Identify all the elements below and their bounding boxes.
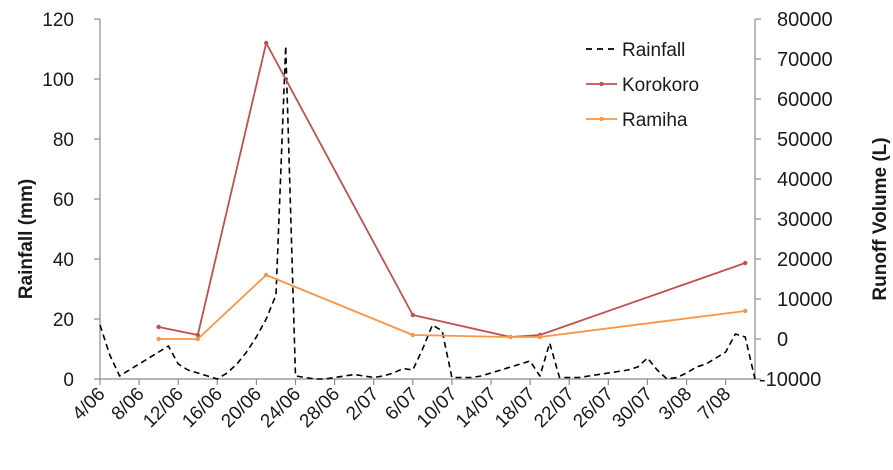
series-line-ramiha bbox=[158, 274, 746, 340]
y-tick-label-right: 80000 bbox=[777, 9, 833, 31]
legend-marker-korokoro bbox=[599, 81, 604, 87]
y-tick-label-left: 60 bbox=[53, 190, 74, 211]
y-tick-label-left: 20 bbox=[53, 310, 74, 331]
x-tick-label: 12/06 bbox=[139, 384, 187, 432]
data-point-ramiha bbox=[743, 308, 748, 314]
y-tick-label-right: 10000 bbox=[777, 289, 833, 311]
data-point-ramiha bbox=[410, 332, 416, 338]
x-tick-label: 16/06 bbox=[178, 384, 226, 432]
y-ticks-left: 0 20 40 60 80 100 120 bbox=[42, 10, 100, 391]
data-point-ramiha bbox=[537, 334, 543, 340]
x-tick-label: 7/08 bbox=[694, 384, 735, 425]
data-point-ramiha bbox=[508, 334, 513, 340]
series-line-rainfall bbox=[99, 45, 756, 380]
legend-label-korokoro: Korokoro bbox=[622, 75, 699, 96]
y-ticks-right: -10000 0 10000 20000 30000 40000 50000 60000 700… bbox=[755, 9, 833, 391]
data-point-ramiha bbox=[156, 336, 161, 342]
data-point-korokoro bbox=[195, 332, 200, 338]
y-tick-label-left: 100 bbox=[42, 70, 74, 91]
x-tick-label: 14/07 bbox=[452, 384, 500, 432]
legend-label-rainfall: Rainfall bbox=[622, 40, 685, 61]
x-tick-label: 20/06 bbox=[217, 384, 265, 432]
y-tick-label-left: 80 bbox=[53, 130, 74, 151]
data-point-ramiha bbox=[195, 336, 200, 342]
legend-label-ramiha: Ramiha bbox=[622, 110, 688, 131]
x-tick-label: 28/06 bbox=[296, 384, 344, 432]
data-point-korokoro bbox=[156, 324, 161, 330]
x-tick-label: 10/07 bbox=[413, 384, 461, 432]
y-axis-title-right: Runoff Volume (L) bbox=[870, 137, 891, 300]
y-tick-label-right: 60000 bbox=[777, 89, 833, 111]
y-axis-title-left: Rainfall (mm) bbox=[16, 179, 37, 299]
x-tick-label: 2/07 bbox=[342, 384, 383, 425]
y-tick-label-left: 40 bbox=[53, 250, 74, 271]
y-tick-label-right: 0 bbox=[777, 329, 788, 351]
data-point-korokoro bbox=[743, 260, 748, 266]
x-ticks: 4/068/0612/0616/0620/0624/0628/062/076/0… bbox=[69, 379, 735, 432]
y-tick-label-right: 40000 bbox=[777, 169, 833, 191]
y-tick-label-left: 0 bbox=[63, 370, 74, 391]
x-tick-label: 22/07 bbox=[530, 384, 578, 432]
y-tick-label-right: 30000 bbox=[777, 209, 833, 231]
axes bbox=[99, 19, 756, 380]
y-tick-label-right: 50000 bbox=[777, 129, 833, 151]
data-point-korokoro bbox=[410, 312, 416, 318]
y-tick-label-right: -10000 bbox=[759, 369, 821, 391]
legend: Rainfall Korokoro Ramiha bbox=[586, 40, 699, 131]
y-tick-label-left: 120 bbox=[42, 10, 74, 31]
data-point-korokoro bbox=[263, 40, 269, 46]
series-layer bbox=[99, 40, 756, 380]
x-tick-label: 26/07 bbox=[569, 384, 617, 432]
x-tick-label: 30/07 bbox=[609, 384, 657, 432]
legend-marker-ramiha bbox=[599, 116, 604, 122]
x-tick-label: 24/06 bbox=[257, 384, 305, 432]
x-tick-label: 4/06 bbox=[69, 384, 110, 425]
y-tick-label-right: 70000 bbox=[777, 49, 833, 71]
x-tick-label: 18/07 bbox=[491, 384, 539, 432]
x-tick-label: 3/08 bbox=[655, 384, 696, 425]
data-point-ramiha bbox=[263, 272, 269, 278]
y-tick-label-right: 20000 bbox=[777, 249, 833, 271]
